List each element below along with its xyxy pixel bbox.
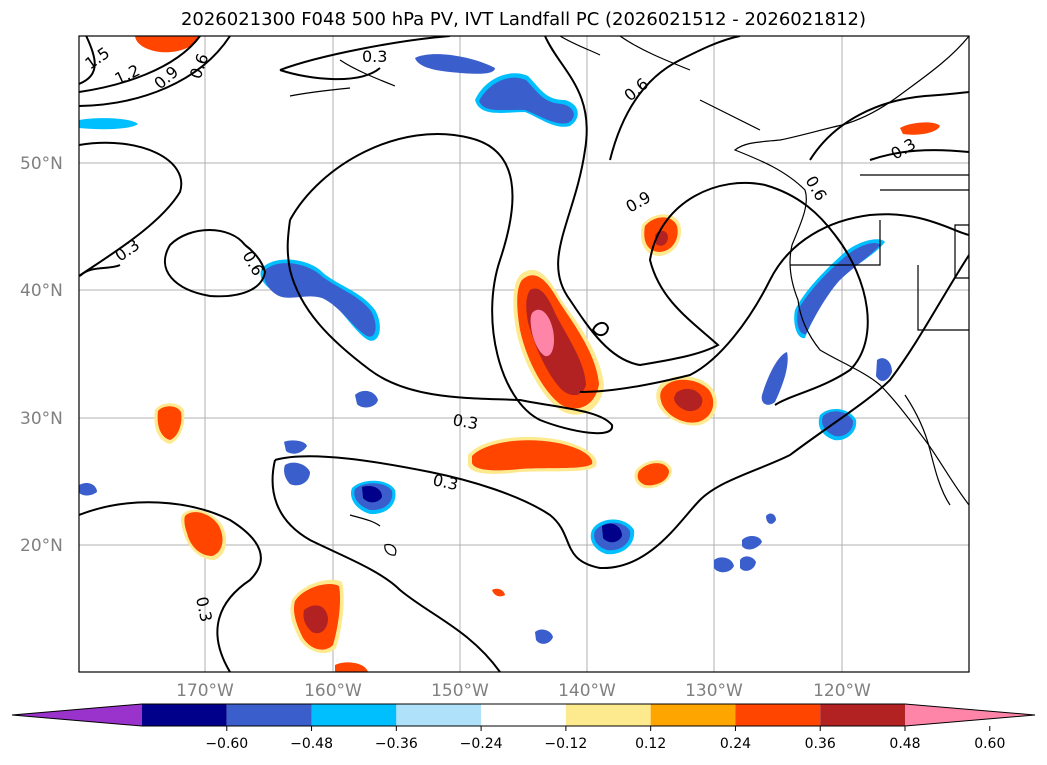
colorbar-swatch (820, 704, 905, 726)
pv-contours (79, 36, 969, 672)
colorbar-tick-label: −0.60 (205, 736, 248, 752)
lon-tick-label: 140°W (558, 681, 616, 701)
colorbar-swatch (396, 704, 482, 726)
contour-label: 0.3 (192, 595, 216, 624)
colorbar-extend-low (12, 704, 142, 726)
colorbar-tick-label: 0.48 (889, 736, 920, 752)
colorbar-swatch (735, 704, 821, 726)
colorbar-swatch (650, 704, 736, 726)
colorbar-swatch (311, 704, 397, 726)
colorbar-tick-label: −0.24 (460, 736, 503, 752)
colorbar-tick-label: 0.24 (720, 736, 751, 752)
colorbar-extend-high (905, 704, 1035, 726)
lon-tick-label: 170°W (176, 681, 234, 701)
map-frame (78, 35, 970, 673)
colorbar-swatch (481, 704, 566, 726)
colorbar-swatch (142, 704, 227, 726)
latitude-labels: 50°N 40°N 30°N 20°N (20, 154, 63, 556)
ivt-anomaly-fills (79, 36, 940, 672)
colorbar-tick-label: 0.12 (635, 736, 666, 752)
contour-label: 0.3 (362, 47, 387, 66)
map-title: 2026021300 F048 500 hPa PV, IVT Landfall… (180, 9, 867, 30)
contour-label: 0.3 (451, 410, 479, 433)
lat-tick-label: 20°N (20, 536, 63, 556)
lon-tick-label: 120°W (813, 681, 871, 701)
lat-tick-label: 40°N (20, 281, 63, 301)
colorbar-tick-label: −0.12 (544, 736, 587, 752)
colorbar-swatch (565, 704, 651, 726)
lon-tick-label: 160°W (304, 681, 362, 701)
lat-tick-label: 50°N (20, 154, 63, 174)
coastlines (289, 36, 969, 556)
lon-tick-label: 150°W (431, 681, 489, 701)
longitude-labels: 170°W 160°W 150°W 140°W 130°W 120°W (176, 681, 871, 701)
colorbar-tick-label: 0.36 (805, 736, 836, 752)
lon-tick-label: 130°W (685, 681, 743, 701)
colorbar-outline (11, 703, 1036, 727)
lat-tick-label: 30°N (20, 409, 63, 429)
colorbar-tick-label: −0.36 (375, 736, 418, 752)
contour-label: 0.3 (431, 470, 460, 494)
colorbar-tick-label: 0.60 (974, 736, 1005, 752)
colorbar-swatch (226, 704, 312, 726)
colorbar: −0.60 −0.48 −0.36 −0.24 −0.12 0.12 0.24 0.36 0.4… (11, 703, 1036, 752)
colorbar-tick-label: −0.48 (290, 736, 333, 752)
